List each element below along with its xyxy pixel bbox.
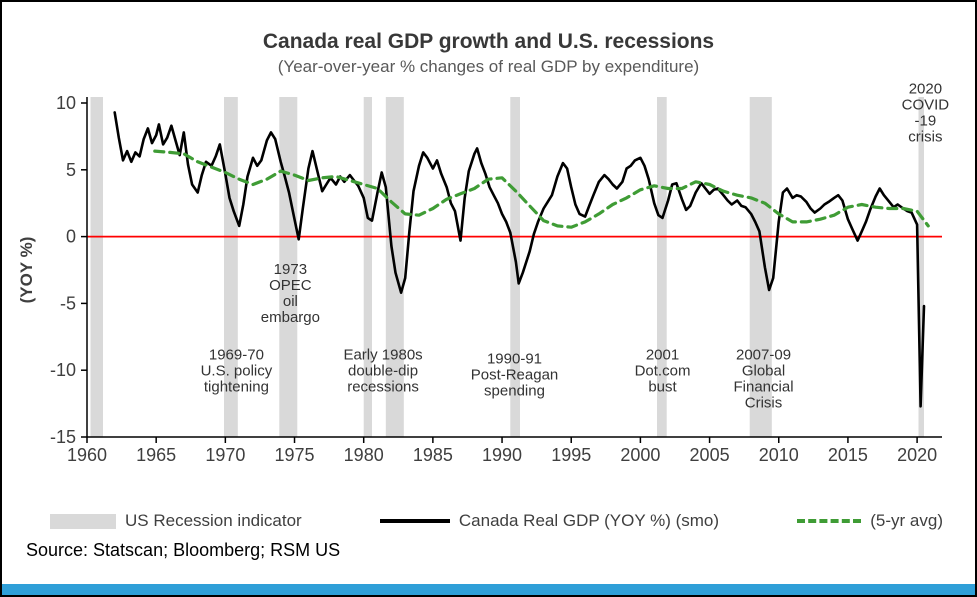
gdp-series-line [113,111,926,408]
gdp-line-swatch [379,519,450,523]
annotation-dotcom-bust: 2001 Dot.com bust [635,347,691,396]
recession-band [657,97,667,437]
recession-band [363,97,372,437]
recession-swatch [50,513,116,529]
annotation-post-reagan-spending: 1990-91 Post-Reagan spending [471,351,559,400]
footer-bar [2,584,975,595]
x-tick-label: 1980 [344,445,384,465]
y-tick-label: -10 [50,360,76,380]
x-tick-label: 1985 [413,445,453,465]
x-tick-label: 1960 [67,445,107,465]
annotation-double-dip-recessions: Early 1980s double-dip recessions [343,347,422,396]
legend-item-avg: (5-yr avg) [797,511,943,531]
annotation-opec-embargo: 1973 OPEC oil embargo [261,261,320,326]
y-tick-label: -5 [60,293,76,313]
recession-band [90,97,103,437]
x-tick-label: 1975 [275,445,315,465]
y-tick-label: 0 [66,227,76,247]
chart-title: Canada real GDP growth and U.S. recessio… [262,30,715,53]
chart-subtitle: (Year-over-year % changes of real GDP by… [277,57,700,76]
avg-line-swatch [797,519,862,523]
x-tick-label: 1990 [482,445,522,465]
x-tick-label: 1970 [205,445,245,465]
legend-label-gdp: Canada Real GDP (YOY %) (smo) [458,511,720,530]
y-tick-label: 10 [56,93,76,113]
recession-band [279,97,298,437]
legend-label-recession: US Recession indicator [125,511,302,530]
x-tick-label: 2010 [759,445,799,465]
y-tick-label: -15 [50,427,76,447]
legend-item-gdp: Canada Real GDP (YOY %) (smo) [379,511,720,531]
source-text: Source: Statscan; Bloomberg; RSM US [26,540,341,560]
x-tick-label: 2020 [897,445,937,465]
avg-series-line [153,149,930,229]
annotation-us-policy-tightening: 1969-70 U.S. policy tightening [201,347,273,396]
annotation-global-financial-crisis: 2007-09 Global Financial Crisis [734,347,794,412]
x-tick-label: 1995 [551,445,591,465]
legend-item-recession: US Recession indicator [50,511,302,531]
recession-band [918,97,924,437]
y-tick-label: 5 [66,160,76,180]
annotation-covid-crisis: 2020 COVID -19 crisis [902,81,950,146]
legend: US Recession indicator Canada Real GDP (… [50,506,943,536]
x-tick-label: 2000 [620,445,660,465]
plot-area: 10 5 0 -5 -10 -15 1960 1965 1970 1975 1980 1985 1990… [2,80,975,480]
recession-band [749,97,772,437]
x-tick-label: 2005 [690,445,730,465]
x-tick-label: 2015 [828,445,868,465]
x-tick-label: 1965 [136,445,176,465]
y-axis-label: (YOY %) [17,237,36,304]
recession-band [510,97,520,437]
legend-label-avg: (5-yr avg) [870,511,943,530]
